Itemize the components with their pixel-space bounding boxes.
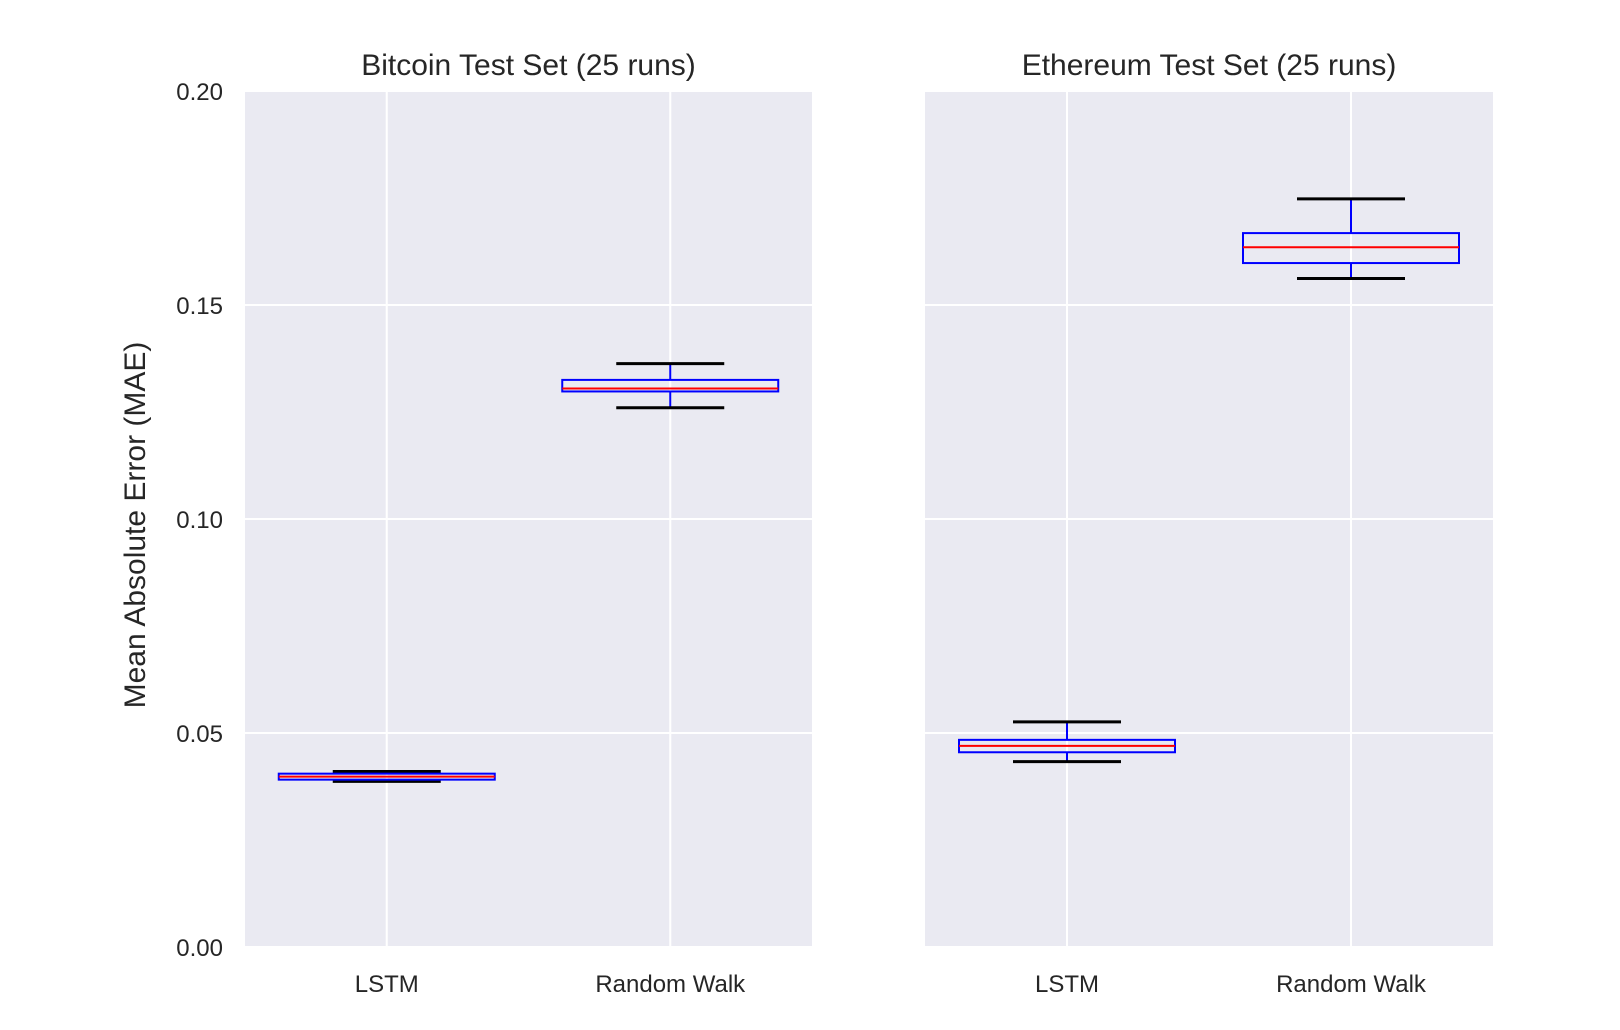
x-tick-label: Random Walk <box>595 971 746 998</box>
box-lstm <box>958 720 1176 764</box>
y-tick-label: 0.20 <box>176 79 223 106</box>
y-axis-label: Mean Absolute Error (MAE) <box>119 342 152 709</box>
box-lstm <box>277 770 496 783</box>
y-tick-label: 0.15 <box>176 293 223 320</box>
box-random-walk <box>1242 197 1460 280</box>
y-tick-label: 0.00 <box>176 935 223 962</box>
panel-title: Ethereum Test Set (25 runs) <box>1022 49 1397 82</box>
y-tick-label: 0.05 <box>176 721 223 748</box>
x-tick-label: LSTM <box>1035 971 1099 998</box>
interquartile-box <box>561 378 780 393</box>
panel-title: Bitcoin Test Set (25 runs) <box>361 49 696 82</box>
y-tick-label: 0.10 <box>176 507 223 534</box>
x-tick-label: Random Walk <box>1276 971 1427 998</box>
panel-1: 0.00 0.05 0.10 0.15 0.20 Bitcoin Test Set (25… <box>176 49 812 998</box>
panel-2: Ethereum Test Set (25 runs) LSTM Random Wa… <box>925 49 1493 998</box>
x-tick-label: LSTM <box>355 971 419 998</box>
box-random-walk <box>561 362 780 410</box>
